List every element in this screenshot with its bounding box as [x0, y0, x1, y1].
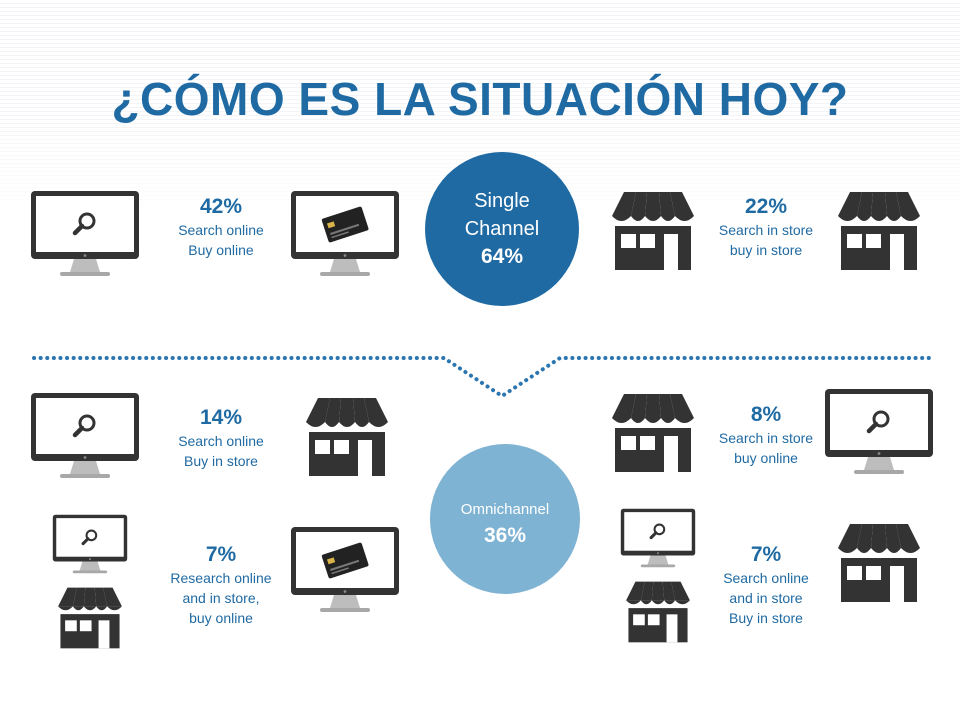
- stat-line: and in store: [729, 590, 803, 606]
- monitor-card-icon: [290, 190, 400, 280]
- stat-line: Search in store: [718, 430, 814, 446]
- stat-line: Buy in store: [184, 453, 258, 469]
- single-channel-circle: Single Channel 64%: [425, 152, 579, 306]
- stat-search-online-buy-online: 42% Search online Buy online: [156, 194, 286, 260]
- stat-line: Search in store: [718, 222, 814, 238]
- stat-line: Buy in store: [729, 610, 803, 626]
- store-icon: [608, 392, 698, 474]
- stat-percent: 14%: [199, 406, 243, 429]
- store-icon: [623, 580, 693, 644]
- stat-percent: 22%: [744, 195, 788, 218]
- store-icon: [55, 586, 125, 650]
- stat-percent: 7%: [205, 543, 237, 566]
- single-channel-percent: 64%: [480, 245, 524, 268]
- single-channel-label-line2: Channel: [464, 218, 540, 240]
- stat-search-online-and-in-store-buy-in-store: 7% Search online and in store Buy in sto…: [701, 542, 831, 628]
- stat-line: Search online: [723, 570, 809, 586]
- stat-percent: 42%: [199, 195, 243, 218]
- stat-percent: 8%: [750, 403, 782, 426]
- store-icon: [302, 396, 392, 478]
- omnichannel-circle: Omnichannel 36%: [430, 444, 580, 594]
- monitor-search-icon: [620, 508, 696, 570]
- stat-line: Search online: [178, 433, 264, 449]
- stat-line: buy online: [189, 610, 253, 626]
- stat-research-online-and-in-store-buy-online: 7% Research online and in store, buy onl…: [156, 542, 286, 628]
- stat-percent: 7%: [750, 543, 782, 566]
- stat-line: Research online: [170, 570, 272, 586]
- stat-search-in-store-buy-online: 8% Search in store buy online: [701, 402, 831, 468]
- monitor-search-icon: [30, 190, 140, 280]
- store-icon: [834, 522, 924, 604]
- monitor-search-icon: [30, 392, 140, 482]
- stat-search-in-store-buy-in-store: 22% Search in store buy in store: [701, 194, 831, 260]
- monitor-card-icon: [290, 526, 400, 616]
- omnichannel-percent: 36%: [483, 524, 527, 547]
- dotted-divider: [32, 356, 932, 399]
- monitor-search-icon: [824, 388, 934, 478]
- stat-line: Search online: [178, 222, 264, 238]
- single-channel-label-line1: Single: [474, 190, 530, 212]
- stat-line: and in store,: [182, 590, 260, 606]
- stat-line: Buy online: [188, 242, 254, 258]
- omnichannel-label: Omnichannel: [460, 501, 550, 518]
- store-icon: [608, 190, 698, 272]
- stat-line: buy in store: [729, 242, 803, 258]
- monitor-search-icon: [52, 514, 128, 576]
- stat-line: buy online: [734, 450, 798, 466]
- stat-search-online-buy-in-store: 14% Search online Buy in store: [156, 405, 286, 471]
- store-icon: [834, 190, 924, 272]
- page-title: ¿CÓMO ES LA SITUACIÓN HOY?: [111, 73, 849, 125]
